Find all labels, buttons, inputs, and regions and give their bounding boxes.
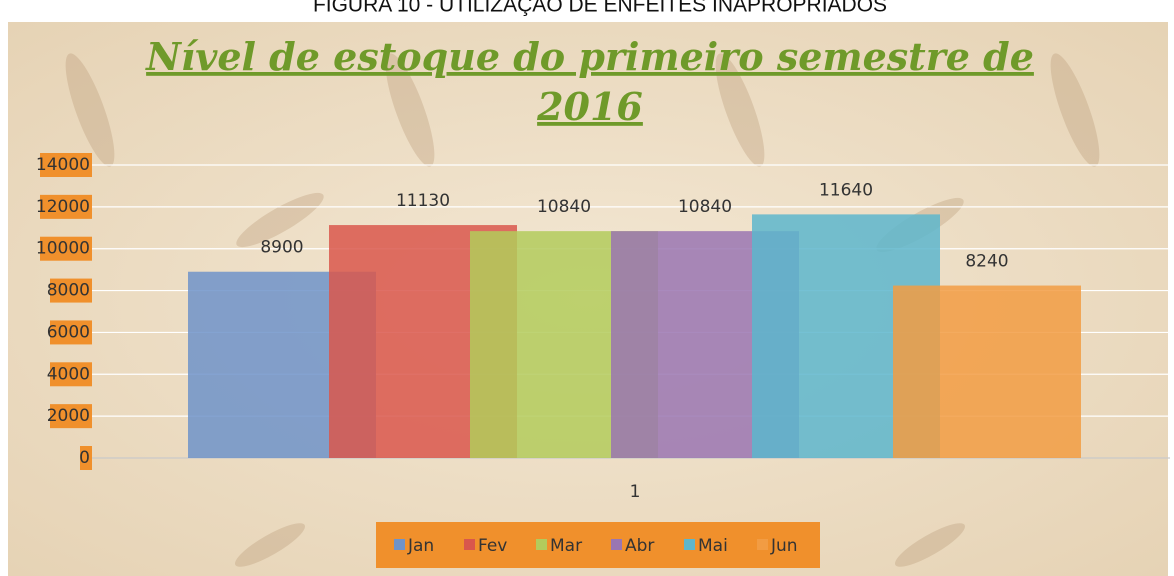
data-label: 11640 [819, 180, 873, 200]
data-label: 8240 [965, 252, 1008, 272]
legend-label: Jan [407, 536, 434, 556]
y-tick-label: 2000 [47, 406, 90, 426]
legend-label: Mai [698, 536, 728, 556]
legend-label: Jun [770, 536, 798, 556]
y-tick-label: 8000 [47, 281, 90, 301]
y-tick-label: 10000 [36, 239, 90, 259]
data-label: 11130 [396, 191, 450, 211]
legend-label: Abr [625, 536, 654, 556]
legend-swatch [536, 539, 547, 550]
legend-swatch [394, 539, 405, 550]
y-tick-label: 4000 [47, 364, 90, 384]
legend: Jan Fev Mar Abr Mai Jun [376, 522, 820, 568]
legend-label: Mar [550, 536, 582, 556]
y-tick-label: 14000 [36, 155, 90, 175]
legend-swatch [464, 539, 475, 550]
y-tick-label: 0 [79, 448, 90, 468]
y-tick-label: 6000 [47, 322, 90, 342]
legend-label: Fev [478, 536, 507, 556]
page: {"caption": "FIGURA 10 - UTILIZAÇÃO DE E… [0, 0, 1174, 576]
y-tick-label: 12000 [36, 197, 90, 217]
x-tick-label: 1 [630, 482, 641, 502]
legend-swatch [611, 539, 622, 550]
data-label: 10840 [678, 197, 732, 217]
legend-box [376, 522, 820, 568]
data-label: 8900 [260, 238, 303, 258]
data-label: 10840 [537, 197, 591, 217]
chart: FIGURA 10 - UTILIZAÇÃO DE ENFEITES INAPR… [0, 0, 1174, 576]
caption: FIGURA 10 - UTILIZAÇÃO DE ENFEITES INAPR… [313, 0, 887, 17]
legend-swatch [757, 539, 768, 550]
bar [893, 286, 1081, 458]
legend-swatch [684, 539, 695, 550]
